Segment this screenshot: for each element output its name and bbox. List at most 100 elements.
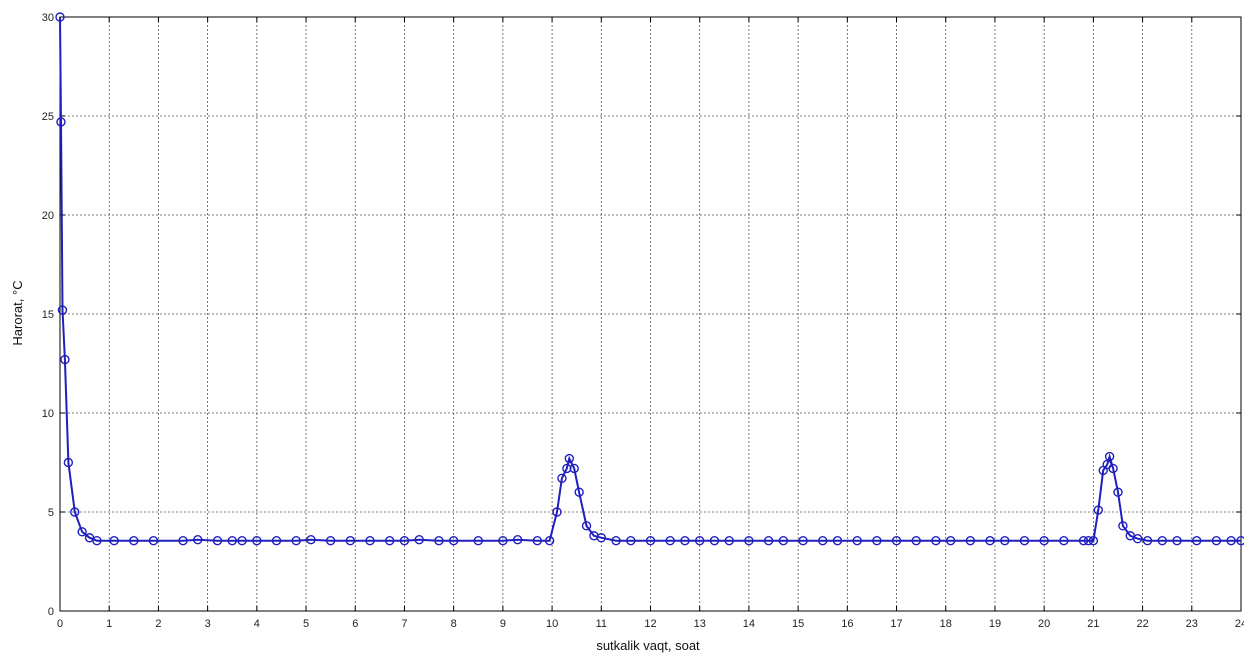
data-point <box>665 536 675 546</box>
y-tick-label: 10 <box>42 408 54 420</box>
data-point <box>1172 536 1182 546</box>
x-tick-label: 13 <box>694 618 706 630</box>
data-point <box>57 305 68 315</box>
data-point <box>1083 536 1094 546</box>
data-point <box>129 536 139 546</box>
data-point <box>798 536 808 546</box>
y-tick-label: 15 <box>42 309 54 321</box>
data-point <box>945 536 956 546</box>
ticks: 0123456789101112131415161718192021222324… <box>42 12 1244 630</box>
x-tick-label: 12 <box>644 618 656 630</box>
data-point <box>552 507 562 517</box>
data-point <box>744 536 754 546</box>
data-point <box>1192 536 1202 546</box>
data-point <box>77 527 87 537</box>
grid <box>60 17 1241 611</box>
x-tick-label: 5 <box>303 618 309 630</box>
data-point <box>384 536 395 546</box>
data-point <box>70 507 80 517</box>
data-point <box>832 536 843 546</box>
data-point <box>512 535 523 545</box>
data-point <box>1226 536 1236 546</box>
data-point <box>1039 536 1049 546</box>
data-point <box>252 536 262 546</box>
data-point <box>544 536 555 546</box>
x-tick-label: 24 <box>1235 618 1244 630</box>
data-point <box>574 487 584 497</box>
data-point <box>931 536 941 546</box>
x-tick-label: 8 <box>451 618 457 630</box>
data-point <box>1157 536 1167 546</box>
data-point <box>473 536 483 546</box>
data-point <box>291 536 301 546</box>
data-point <box>872 536 882 546</box>
data-point <box>1132 534 1143 544</box>
data-point <box>611 536 621 546</box>
data-point <box>1093 505 1103 515</box>
data-point <box>55 12 65 22</box>
x-tick-label: 15 <box>792 618 804 630</box>
x-axis-label: sutkalik vaqt, soat <box>596 638 700 653</box>
data-point <box>178 536 188 546</box>
data-point <box>985 536 995 546</box>
series-line <box>59 16 1241 542</box>
data-point <box>596 533 606 543</box>
data-point <box>569 463 579 474</box>
x-tick-label: 22 <box>1136 618 1148 630</box>
data-point <box>818 536 828 546</box>
y-tick-label: 0 <box>48 606 54 618</box>
y-tick-label: 20 <box>42 210 54 222</box>
data-point <box>271 536 282 546</box>
x-tick-label: 16 <box>841 618 853 630</box>
data-point <box>306 535 316 545</box>
data-point <box>1118 521 1128 531</box>
data-point <box>1000 536 1010 546</box>
data-point <box>709 536 720 546</box>
y-axis-label: Harorat, °C <box>10 280 25 345</box>
data-point <box>965 536 976 546</box>
data-point <box>724 536 734 546</box>
data-point <box>212 536 223 546</box>
x-tick-label: 3 <box>205 618 211 630</box>
data-point <box>532 536 543 546</box>
data-point <box>581 521 592 531</box>
series <box>55 12 1244 546</box>
x-tick-label: 17 <box>890 618 902 630</box>
data-point <box>399 536 410 546</box>
data-point <box>1113 487 1123 497</box>
x-tick-label: 10 <box>546 618 558 630</box>
x-tick-label: 1 <box>106 618 112 630</box>
data-point <box>345 536 356 546</box>
data-point <box>63 457 74 468</box>
y-tick-label: 30 <box>42 12 54 24</box>
data-point <box>1019 536 1030 546</box>
data-point <box>365 536 375 546</box>
data-point <box>891 536 902 546</box>
x-tick-label: 11 <box>596 618 607 630</box>
data-point <box>1078 536 1089 546</box>
data-point <box>434 536 444 546</box>
x-tick-label: 0 <box>57 618 63 630</box>
data-point <box>498 536 508 546</box>
data-point <box>109 536 119 546</box>
data-point <box>56 117 66 127</box>
data-point <box>763 536 774 546</box>
x-tick-label: 21 <box>1087 618 1099 630</box>
data-point <box>1059 536 1069 546</box>
data-point <box>645 536 656 546</box>
data-point <box>1211 536 1222 546</box>
data-point <box>1088 536 1099 546</box>
data-point <box>557 473 567 484</box>
data-point <box>695 536 705 546</box>
data-point <box>193 535 203 545</box>
y-tick-label: 25 <box>42 111 54 123</box>
data-point <box>448 536 459 546</box>
x-tick-label: 18 <box>940 618 952 630</box>
y-tick-label: 5 <box>48 507 54 519</box>
data-point <box>414 535 424 545</box>
data-point <box>227 536 237 546</box>
data-point <box>237 536 247 546</box>
data-point <box>92 536 102 546</box>
data-point <box>60 354 70 365</box>
